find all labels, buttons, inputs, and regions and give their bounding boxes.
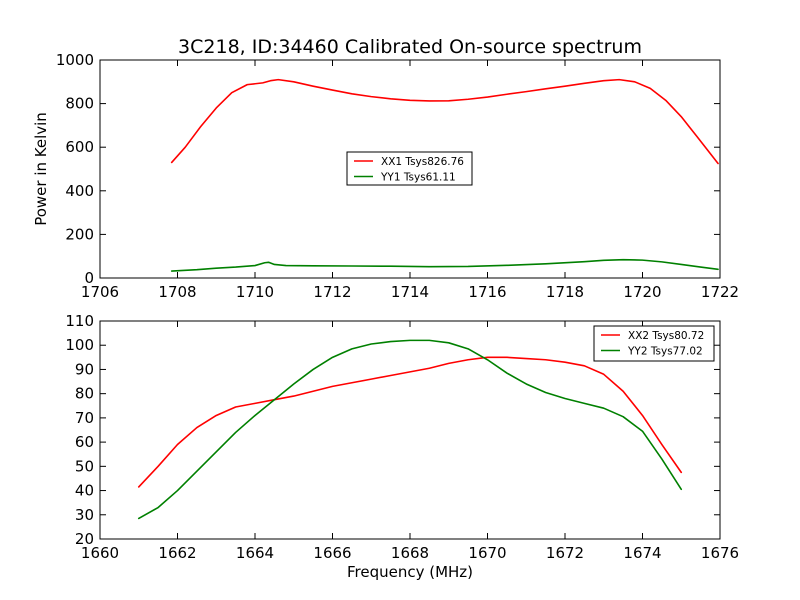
top-y-tick-label: 400: [65, 182, 94, 200]
bottom-x-tick-label: 1672: [546, 544, 584, 562]
top-series-line-2: [170, 258, 719, 272]
top-x-tick-label: 1712: [313, 283, 351, 301]
bottom-y-tick-label: 80: [75, 385, 94, 403]
bottom-y-tick-label: 60: [75, 433, 94, 451]
top-y-tick-label: 0: [84, 269, 94, 287]
top-x-tick-label: 1706: [81, 283, 119, 301]
chart-title: 3C218, ID:34460 Calibrated On-source spe…: [178, 36, 642, 58]
bottom-y-tick-label: 110: [65, 312, 94, 330]
bottom-legend: XX2 Tsys80.72 YY2 Tsys77.02: [593, 325, 715, 362]
bottom-y-tick-label: 40: [75, 482, 94, 500]
top-y-tick-label: 600: [65, 138, 94, 156]
bottom-y-tick-label: 50: [75, 457, 94, 475]
top-plot: 1706 1708 1710 1712 1714 1716 1718 1720 1722 0 200…: [56, 51, 739, 301]
bottom-x-tick-label: 1664: [236, 544, 274, 562]
top-legend-label-1: XX1 Tsys826.76: [381, 156, 464, 168]
bottom-x-axis-label: Frequency (MHz): [347, 563, 473, 581]
top-legend: XX1 Tsys826.76 YY1 Tsys61.11: [346, 151, 473, 186]
bottom-x-tick-label: 1662: [158, 544, 196, 562]
bottom-y-tick-label: 90: [75, 360, 94, 378]
bottom-x-tick-label: 1674: [623, 544, 661, 562]
top-x-tick-label: 1720: [623, 283, 661, 301]
bottom-plot: 1660 1662 1664 1666 1668 1670 1672 1674 1676 20 30…: [65, 312, 739, 562]
bottom-x-tick-label: 1676: [701, 544, 739, 562]
top-series-line-1: [170, 78, 719, 165]
top-x-tick-label: 1718: [546, 283, 584, 301]
bottom-y-tick-label: 30: [75, 506, 94, 524]
top-x-tick-label: 1708: [158, 283, 196, 301]
bottom-series-line-2: [137, 339, 683, 520]
bottom-legend-label-2: YY2 Tsys77.02: [627, 346, 703, 358]
top-x-tick-label: 1710: [236, 283, 274, 301]
bottom-legend-box: [593, 325, 715, 362]
bottom-x-tick-label: 1670: [468, 544, 506, 562]
top-legend-box: [346, 151, 473, 186]
bottom-y-tick-label: 20: [75, 530, 94, 548]
bottom-x-tick-label: 1660: [81, 544, 119, 562]
bottom-y-tick-label: 70: [75, 409, 94, 427]
top-x-tick-label: 1716: [468, 283, 506, 301]
top-x-tick-label: 1714: [391, 283, 429, 301]
bottom-legend-label-1: XX2 Tsys80.72: [628, 330, 704, 342]
top-x-tick-label: 1722: [701, 283, 739, 301]
bottom-x-tick-label: 1668: [391, 544, 429, 562]
bottom-y-tick-label: 100: [65, 336, 94, 354]
top-y-tick-label: 200: [65, 225, 94, 243]
top-y-tick-label: 800: [65, 95, 94, 113]
top-y-axis-label: Power in Kelvin: [32, 112, 50, 226]
bottom-x-tick-label: 1666: [313, 544, 351, 562]
top-y-tick-label: 1000: [56, 51, 94, 69]
bottom-series-line-1: [137, 356, 683, 488]
top-legend-label-2: YY1 Tsys61.11: [380, 172, 456, 184]
